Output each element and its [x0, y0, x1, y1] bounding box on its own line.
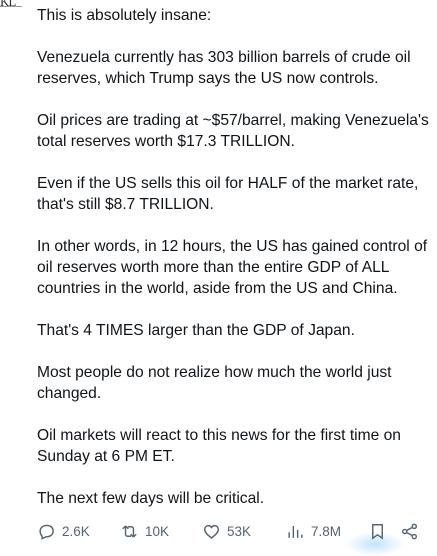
- tweet-paragraph: Most people do not realize how much the …: [37, 364, 392, 402]
- tweet-text: This is absolutely insane: Venezuela cur…: [37, 5, 432, 530]
- heart-icon: [203, 524, 220, 539]
- reply-icon: [39, 524, 54, 540]
- share-button[interactable]: [400, 520, 419, 542]
- tweet-paragraph: Even if the US sells this oil for HALF o…: [37, 175, 419, 213]
- avatar-text: KL: [0, 0, 16, 8]
- reply-count: 2.6K: [62, 523, 90, 539]
- bookmark-icon: [372, 523, 383, 540]
- tweet-paragraph: Oil markets will react to this news for …: [37, 427, 401, 465]
- share-icon: [401, 523, 418, 539]
- repost-count: 10K: [145, 523, 170, 539]
- like-button[interactable]: 53K: [202, 520, 251, 542]
- tweet-paragraph: In other words, in 12 hours, the US has …: [37, 238, 428, 297]
- tweet-paragraph: The next few days will be critical.: [37, 490, 265, 507]
- avatar[interactable]: KL: [0, 0, 26, 8]
- bookmark-button[interactable]: [368, 520, 387, 542]
- tweet-action-bar: 2.6K 10K 53K 7.8M: [37, 520, 427, 544]
- views-button[interactable]: 7.8M: [286, 520, 341, 542]
- repost-icon: [122, 524, 137, 538]
- tweet-paragraph: That's 4 TIMES larger than the GDP of Ja…: [37, 322, 355, 339]
- tweet-paragraph: This is absolutely insane:: [37, 7, 212, 24]
- reply-button[interactable]: 2.6K: [37, 520, 90, 542]
- views-icon: [288, 525, 303, 538]
- view-count: 7.8M: [311, 523, 342, 539]
- tweet-paragraph: Venezuela currently has 303 billion barr…: [37, 49, 411, 87]
- tweet-paragraph: Oil prices are trading at ~$57/barrel, m…: [37, 112, 429, 150]
- like-count: 53K: [227, 523, 252, 539]
- repost-button[interactable]: 10K: [120, 520, 169, 542]
